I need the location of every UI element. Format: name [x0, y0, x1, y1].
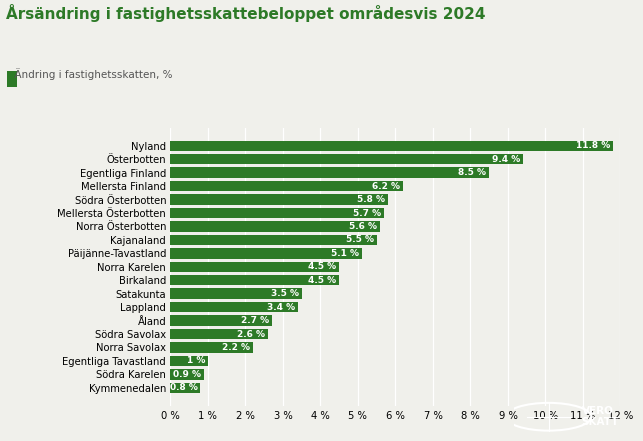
- Text: 5.5 %: 5.5 %: [346, 235, 374, 244]
- Bar: [170, 194, 388, 205]
- Bar: [170, 248, 361, 258]
- Bar: [170, 262, 340, 272]
- Bar: [170, 356, 208, 366]
- Bar: [170, 315, 272, 326]
- Bar: [170, 141, 613, 151]
- Text: Ändring i fastighetsskatten, %: Ändring i fastighetsskatten, %: [8, 68, 172, 80]
- Text: Årsändring i fastighetsskattebeloppet områdesvis 2024: Årsändring i fastighetsskattebeloppet om…: [6, 4, 486, 22]
- Text: 6.2 %: 6.2 %: [372, 182, 400, 191]
- Text: 11.8 %: 11.8 %: [575, 141, 610, 150]
- Bar: [170, 275, 340, 285]
- Text: 0.9 %: 0.9 %: [173, 370, 201, 379]
- Text: 5.7 %: 5.7 %: [353, 209, 381, 217]
- Text: 5.6 %: 5.6 %: [349, 222, 377, 231]
- Text: 1 %: 1 %: [186, 356, 205, 366]
- Bar: [170, 342, 253, 353]
- Bar: [170, 168, 489, 178]
- Bar: [170, 288, 302, 299]
- Text: 3.4 %: 3.4 %: [267, 303, 295, 312]
- Text: 5.1 %: 5.1 %: [331, 249, 359, 258]
- Bar: [170, 235, 377, 245]
- Bar: [170, 369, 204, 380]
- Bar: [170, 208, 385, 218]
- Bar: [170, 383, 201, 393]
- FancyBboxPatch shape: [7, 71, 17, 87]
- Bar: [170, 181, 403, 191]
- Text: 8.5 %: 8.5 %: [458, 168, 486, 177]
- Text: VERO
SKATT: VERO SKATT: [582, 406, 619, 427]
- Text: 0.8 %: 0.8 %: [170, 383, 197, 392]
- Text: 2.7 %: 2.7 %: [240, 316, 269, 325]
- Text: 9.4 %: 9.4 %: [492, 155, 520, 164]
- Bar: [170, 154, 523, 164]
- Text: 3.5 %: 3.5 %: [271, 289, 298, 298]
- Bar: [170, 302, 298, 312]
- Text: 5.8 %: 5.8 %: [357, 195, 385, 204]
- Bar: [170, 329, 268, 339]
- Text: 2.2 %: 2.2 %: [222, 343, 250, 352]
- Text: 2.6 %: 2.6 %: [237, 329, 265, 339]
- Text: 4.5 %: 4.5 %: [308, 276, 336, 285]
- Text: 4.5 %: 4.5 %: [308, 262, 336, 271]
- Bar: [170, 221, 381, 232]
